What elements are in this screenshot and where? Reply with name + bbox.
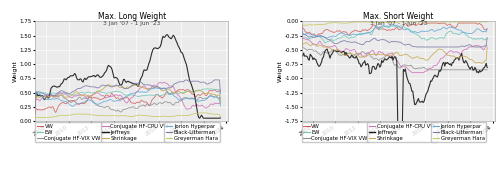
- Title: Max. Short Weight: Max. Short Weight: [363, 12, 434, 21]
- Y-axis label: Weight: Weight: [278, 60, 283, 82]
- Title: Max. Long Weight: Max. Long Weight: [98, 12, 166, 21]
- Text: 3 Jan '07 - 1 Jun '23: 3 Jan '07 - 1 Jun '23: [103, 21, 160, 26]
- Legend: Jorion Hyperpar, Black-Litterman, Greyerman Hara: Jorion Hyperpar, Black-Litterman, Greyer…: [431, 122, 486, 142]
- Y-axis label: Weight: Weight: [13, 60, 18, 82]
- Legend: Jorion Hyperpar, Black-Litterman, Greyerman Hara: Jorion Hyperpar, Black-Litterman, Greyer…: [164, 122, 220, 142]
- Text: 3 Jan '07 - 1 Jun '23: 3 Jan '07 - 1 Jun '23: [370, 21, 427, 26]
